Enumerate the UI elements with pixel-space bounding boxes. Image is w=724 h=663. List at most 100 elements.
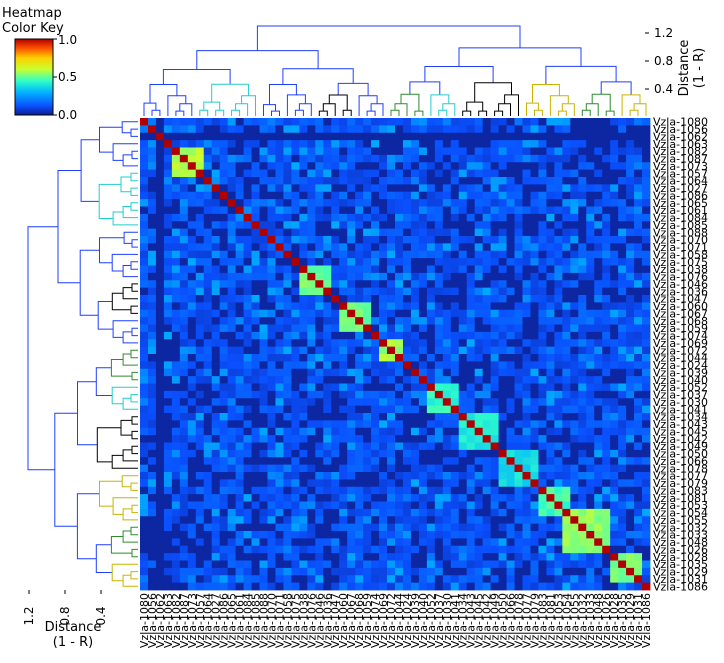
heatmap-cell [594, 258, 603, 266]
heatmap-cell [235, 405, 244, 414]
heatmap-cell [371, 435, 380, 443]
heatmap-cell [227, 464, 237, 473]
heatmap-cell [387, 132, 396, 141]
heatmap-cell [410, 191, 420, 200]
heatmap-cell [379, 302, 388, 311]
heatmap-cell [522, 221, 531, 230]
heatmap-cell [586, 479, 595, 488]
row-label: Vzla-1058 [653, 248, 708, 261]
heatmap-cell [578, 405, 587, 414]
column-dendrogram-tick: 0.8 [654, 54, 673, 68]
heatmap-cell [546, 383, 555, 392]
heatmap-cell [227, 118, 237, 126]
heatmap-cell [642, 472, 651, 480]
heatmap-cell [522, 162, 531, 171]
heatmap-cell [395, 560, 404, 569]
heatmap-cell [307, 457, 316, 466]
heatmap-cell [203, 191, 213, 200]
heatmap-cell [498, 331, 507, 340]
heatmap-cell [538, 523, 547, 532]
heatmap-cell [195, 154, 205, 163]
heatmap-cell [307, 221, 316, 230]
heatmap-cell [147, 191, 157, 200]
heatmap-cell [179, 464, 189, 473]
heatmap-cell [179, 184, 189, 193]
heatmap-cell [546, 331, 555, 340]
heatmap-cell [626, 147, 635, 156]
heatmap-cell [450, 132, 460, 141]
row-dendrogram-tick: 0.8 [58, 606, 72, 625]
heatmap-cell [323, 442, 332, 451]
heatmap-cell [363, 317, 372, 325]
heatmap-cell [379, 420, 388, 429]
heatmap-cell [442, 140, 452, 148]
heatmap-cell [522, 169, 531, 178]
heatmap-cell [347, 169, 356, 178]
heatmap-cell [387, 545, 396, 554]
heatmap-cell [450, 390, 460, 399]
heatmap-cell [442, 317, 452, 325]
heatmap-cell [163, 354, 173, 362]
heatmap-cell [610, 545, 619, 554]
heatmap-cell [626, 265, 635, 274]
heatmap-cell [371, 125, 380, 134]
heatmap-cell [235, 258, 244, 266]
heatmap-cell [442, 221, 452, 230]
heatmap-cell [554, 420, 563, 429]
heatmap-cell [179, 449, 189, 458]
heatmap-diagonal-cell [586, 531, 595, 539]
row-label: Vzla-1088 [653, 226, 708, 239]
heatmap-cell [602, 169, 611, 178]
heatmap-cell [203, 383, 213, 392]
column-label: Vzla-1084 [242, 593, 255, 648]
heatmap-cell [331, 213, 340, 222]
heatmap-cell [331, 472, 340, 480]
heatmap-cell [259, 213, 268, 222]
heatmap-cell [363, 479, 372, 488]
heatmap-cell [267, 398, 276, 407]
heatmap-cell [363, 309, 372, 318]
heatmap-cell [410, 169, 420, 178]
heatmap-cell [538, 317, 547, 325]
heatmap-cell [618, 346, 627, 355]
heatmap-cell [307, 184, 316, 193]
heatmap-cell [554, 162, 563, 171]
heatmap-cell [299, 324, 308, 333]
heatmap-cell [426, 427, 436, 436]
heatmap-cell [291, 140, 300, 148]
heatmap-cell [147, 339, 157, 348]
heatmap-cell [594, 213, 603, 222]
heatmap-cell [371, 413, 380, 421]
dendrogram-link [342, 109, 352, 116]
heatmap-cell [171, 354, 181, 362]
row-label: Vzla-1078 [653, 462, 708, 475]
heatmap-cell [347, 413, 356, 421]
heatmap-cell [586, 346, 595, 355]
heatmap-cell [323, 376, 332, 384]
heatmap-cell [578, 501, 587, 510]
heatmap-cell [227, 376, 237, 384]
heatmap-diagonal-cell [235, 206, 244, 215]
heatmap-cell [243, 118, 252, 126]
heatmap-cell [211, 169, 221, 178]
heatmap-cell [418, 479, 428, 488]
heatmap-cell [243, 567, 252, 576]
heatmap-diagonal-cell [602, 545, 611, 554]
heatmap-cell [203, 486, 213, 495]
column-label: Vzla-1083 [536, 593, 549, 648]
heatmap-cell [275, 575, 284, 584]
heatmap-cell [299, 206, 308, 215]
heatmap-cell [171, 449, 181, 458]
heatmap-cell [211, 140, 221, 148]
heatmap-cell [155, 324, 165, 333]
heatmap-cell [418, 169, 428, 178]
heatmap-cell [275, 413, 284, 421]
heatmap-diagonal-cell [546, 494, 555, 502]
heatmap-cell [642, 508, 651, 517]
heatmap-cell [179, 457, 189, 466]
heatmap-cell [347, 191, 356, 200]
heatmap-cell [147, 501, 157, 510]
heatmap-cell [538, 390, 547, 399]
heatmap-cell [155, 449, 165, 458]
heatmap-cell [299, 531, 308, 539]
